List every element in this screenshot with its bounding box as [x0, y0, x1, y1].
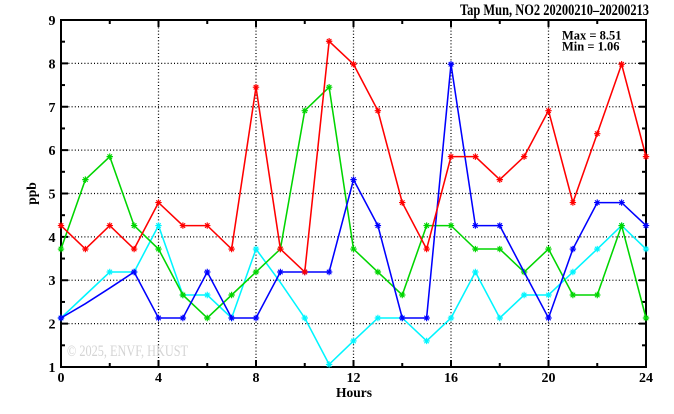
- svg-text:16: 16: [444, 371, 458, 386]
- svg-text:Max = 8.51: Max = 8.51: [562, 29, 622, 43]
- svg-text:Min = 1.06: Min = 1.06: [562, 40, 619, 54]
- svg-text:12: 12: [347, 371, 361, 386]
- svg-text:0: 0: [58, 371, 65, 386]
- svg-text:4: 4: [49, 231, 56, 246]
- svg-text:© 2025, ENVF, HKUST: © 2025, ENVF, HKUST: [67, 343, 188, 360]
- svg-text:6: 6: [49, 144, 56, 159]
- svg-text:8: 8: [49, 57, 56, 72]
- svg-text:7: 7: [49, 101, 56, 116]
- svg-text:24: 24: [639, 371, 653, 386]
- svg-text:2: 2: [49, 318, 56, 333]
- svg-text:5: 5: [49, 188, 56, 203]
- svg-text:4: 4: [155, 371, 162, 386]
- svg-text:Tap Mun, NO2 20200210–20200213: Tap Mun, NO2 20200210–20200213: [460, 2, 649, 19]
- svg-text:3: 3: [49, 274, 56, 289]
- svg-text:Hours: Hours: [336, 385, 372, 400]
- svg-text:ppb: ppb: [24, 182, 39, 205]
- svg-text:8: 8: [253, 371, 260, 386]
- svg-text:9: 9: [49, 14, 56, 29]
- svg-text:1: 1: [49, 361, 56, 376]
- svg-text:20: 20: [542, 371, 556, 386]
